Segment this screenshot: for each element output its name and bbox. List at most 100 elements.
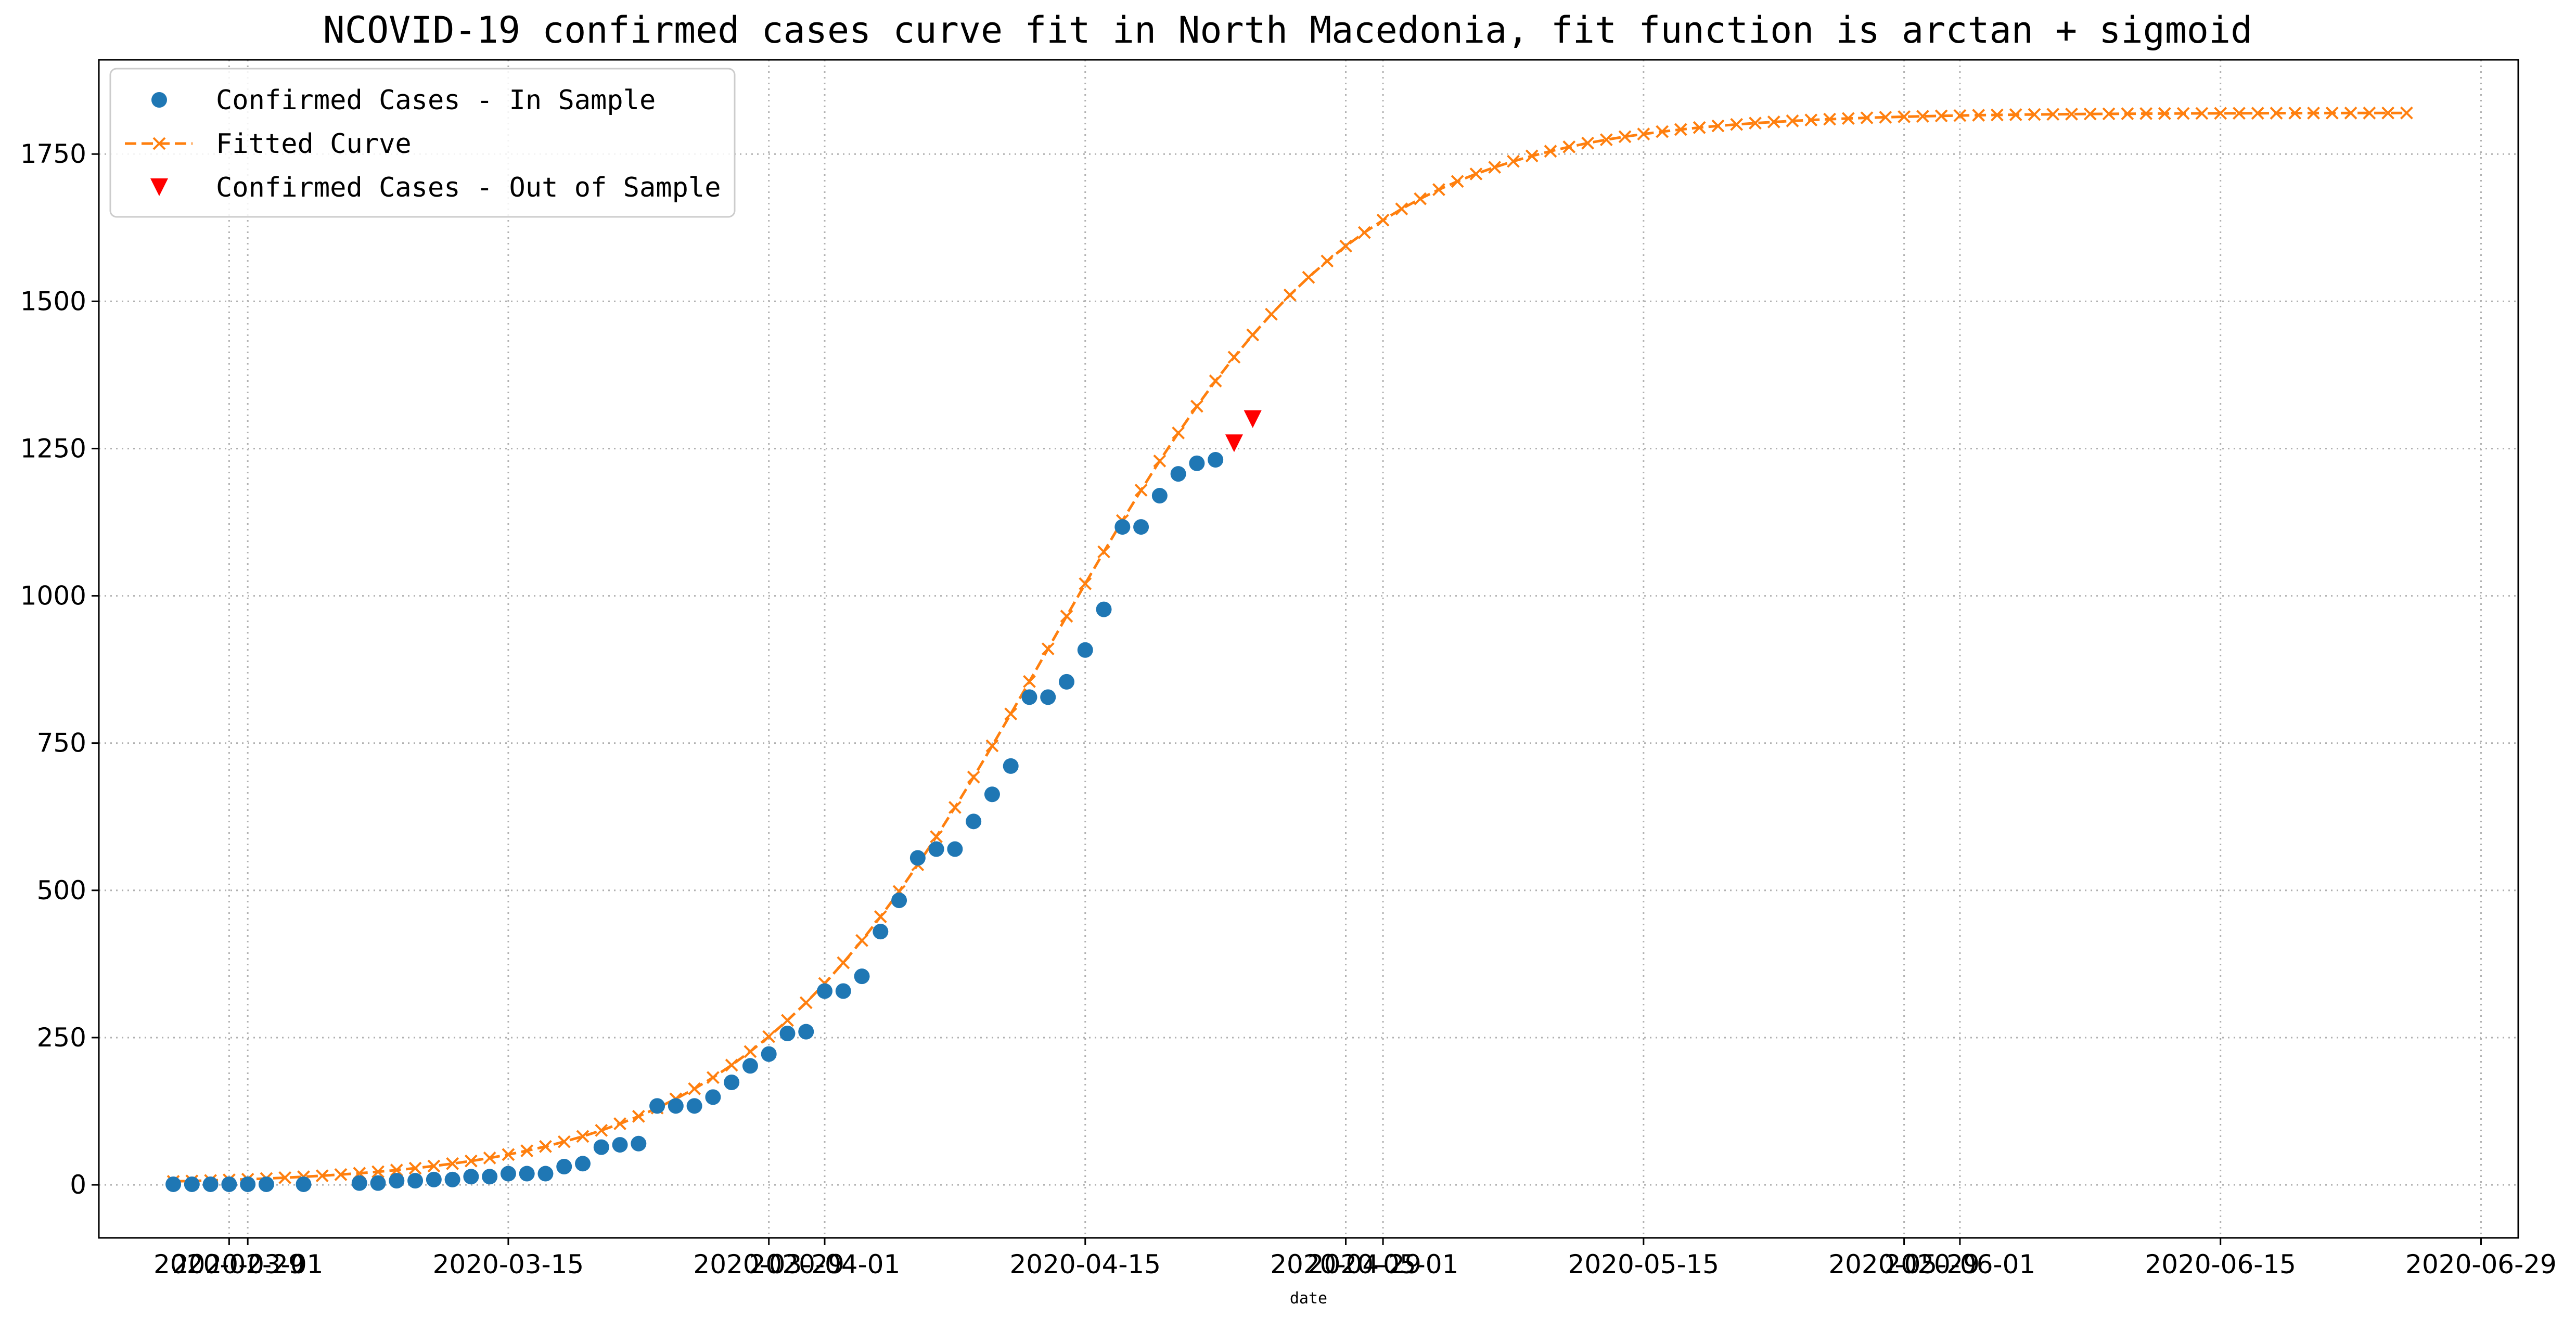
fitted-curve-marker (855, 934, 868, 947)
fitted-curve-marker (557, 1135, 571, 1148)
fitted-curve-marker (1786, 114, 1799, 127)
in-sample-point (575, 1156, 591, 1172)
fitted-curve-marker (2400, 106, 2413, 120)
fitted-curve-marker (1265, 307, 1278, 321)
fitted-curve-marker (1153, 454, 1167, 468)
fitted-curve-marker (2344, 106, 2357, 120)
fitted-curve-marker (2270, 107, 2283, 120)
in-sample-point (221, 1176, 237, 1192)
fitted-curve-marker (1544, 145, 1557, 158)
fitted-curve-marker (2046, 108, 2060, 121)
fitted-curve-marker (539, 1140, 552, 1153)
legend-in-sample-marker (151, 92, 167, 108)
in-sample-point (873, 924, 889, 940)
in-sample-point (556, 1158, 572, 1174)
fitted-curve-marker (2195, 107, 2209, 120)
fitted-curve-marker (520, 1144, 534, 1157)
fitted-curve-marker (837, 956, 850, 969)
fitted-curve-marker (930, 830, 943, 844)
x-tick-label: 2020-06-15 (2145, 1249, 2296, 1279)
fitted-curve-marker (706, 1071, 720, 1084)
fitted-curve-marker (1023, 675, 1036, 688)
y-tick-label: 250 (37, 1023, 86, 1053)
fitted-curve-marker (483, 1151, 496, 1165)
in-sample-point (202, 1176, 219, 1192)
fitted-curve-marker (1507, 154, 1520, 168)
in-sample-point (482, 1169, 498, 1185)
y-tick-label: 0 (70, 1170, 86, 1200)
fitted-curve-marker (408, 1161, 422, 1175)
in-sample-point (370, 1175, 386, 1191)
fitted-curve-marker (2139, 107, 2153, 120)
fitted-curve-marker (1581, 136, 1594, 150)
in-sample-point (1077, 642, 1093, 658)
in-sample-point (519, 1166, 535, 1182)
fitted-curve-marker (1395, 202, 1408, 216)
fitted-curve-marker (595, 1123, 608, 1137)
fitted-curve-marker (1656, 125, 1669, 138)
in-sample-point (593, 1139, 609, 1155)
in-sample-point (761, 1046, 777, 1062)
in-sample-point (1096, 601, 1112, 617)
fitted-curve-marker (1674, 123, 1687, 136)
chart-title: NCOVID-19 confirmed cases curve fit in N… (323, 9, 2253, 51)
fitted-curve-marker (2288, 107, 2302, 120)
x-tick-label: 2020-05-01 (1308, 1249, 1459, 1279)
legend-out-of-sample-marker (150, 178, 168, 196)
y-tick-label: 1750 (20, 139, 86, 169)
fitted-curve-marker (2381, 106, 2395, 120)
in-sample-point (835, 983, 851, 999)
fitted-curve-marker (1097, 545, 1110, 559)
fitted-curve-marker (371, 1165, 385, 1179)
fitted-curve-marker (1209, 374, 1222, 387)
grid (99, 60, 2518, 1238)
in-sample-point (1170, 466, 1186, 482)
out-of-sample-point (1225, 434, 1243, 452)
fitted-curve-marker (744, 1045, 757, 1058)
fitted-curve-marker (1079, 577, 1092, 590)
in-sample-point (1151, 488, 1168, 504)
fitted-curve-marker (427, 1159, 441, 1173)
in-sample-point (389, 1173, 405, 1189)
fitted-curve-marker (762, 1030, 776, 1043)
in-sample-point (649, 1098, 665, 1114)
in-sample-point (947, 841, 963, 857)
in-sample-point (444, 1171, 460, 1187)
fitted-curve-marker (1283, 288, 1297, 302)
in-sample-point (1059, 674, 1074, 690)
fitted-curve-marker (1618, 130, 1632, 144)
fitted-curve-marker (985, 739, 999, 753)
in-sample-point (463, 1169, 479, 1185)
legend-label: Confirmed Cases - Out of Sample (216, 172, 721, 203)
legend-label: Fitted Curve (216, 128, 412, 160)
fitted-curve-marker (1246, 328, 1260, 342)
fitted-curve-marker (1637, 127, 1650, 141)
fitted-curve-marker (1172, 426, 1185, 439)
fitted-curve-marker (1860, 111, 1874, 124)
fitted-curve-marker (2102, 107, 2116, 121)
fitted-curve-marker (1060, 610, 1073, 623)
fitted-curve-marker (1190, 399, 1203, 413)
fitted-curve-marker (446, 1157, 459, 1170)
fitted-curve-marker (2325, 106, 2339, 120)
in-sample-point (668, 1098, 684, 1114)
fitted-curve-marker (1451, 175, 1464, 188)
x-tick-label: 2020-06-29 (2405, 1249, 2557, 1279)
fitted-curve-marker (1525, 149, 1539, 163)
in-sample-point (1021, 689, 1037, 705)
in-sample-point (854, 968, 870, 985)
x-tick-label: 2020-03-01 (172, 1249, 324, 1279)
y-axis-ticks: 0 250 500 750 1000 1250 1500 1750 (20, 139, 99, 1200)
fitted-curve-marker (2307, 107, 2320, 120)
in-sample-point (686, 1098, 702, 1114)
fitted-curve-marker (2083, 107, 2097, 121)
fitted-curve-marker (2028, 108, 2041, 121)
fitted-curve-marker (1357, 226, 1371, 239)
fitted-curve-marker (613, 1117, 626, 1131)
in-sample-point (612, 1137, 628, 1153)
in-sample-point (165, 1176, 182, 1192)
in-sample-point (817, 983, 832, 999)
fitted-curve-marker (948, 801, 962, 814)
fitted-curve-marker (576, 1130, 589, 1143)
